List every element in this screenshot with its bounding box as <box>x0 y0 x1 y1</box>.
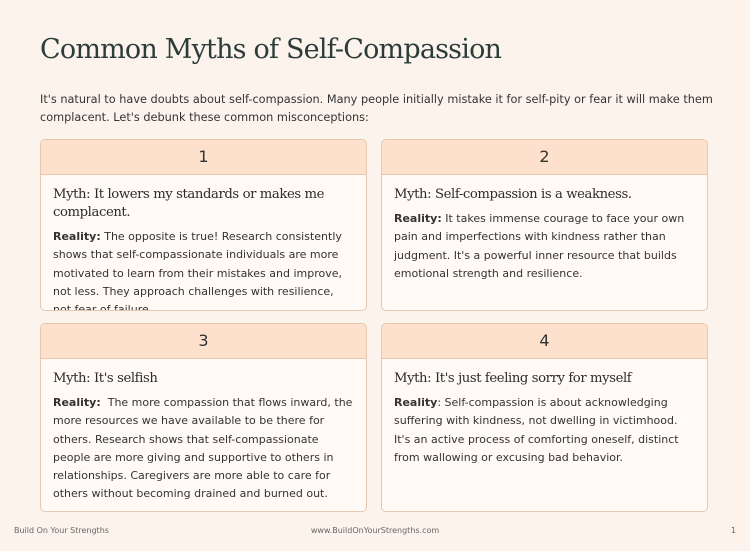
card-number: 2 <box>382 140 707 175</box>
myth-card: 2 Myth: Self-compassion is a weakness. Rea… <box>381 139 708 311</box>
intro: It's natural to have doubts about self-c… <box>40 93 713 124</box>
reality-body: It takes immense courage to face your ow… <box>394 212 688 280</box>
myth-card: 3 Myth: It's selfish Reality: The more com… <box>40 323 367 512</box>
myth-heading: Myth: It's just feeling sorry for myself <box>394 371 632 386</box>
reality-label: Reality: <box>53 396 101 409</box>
myth-heading: Myth: It's selfish <box>53 371 158 386</box>
reality-body: The opposite is true! Research consisten… <box>53 230 346 311</box>
card-number: 1 <box>41 140 366 175</box>
myth-card: 1 Myth: It lowers my standards or makes m… <box>40 139 367 311</box>
card-number: 4 <box>382 324 707 359</box>
title: Common Myths of Self-Compassion <box>40 34 502 65</box>
reality-text: Reality: It takes immense courage to fac… <box>394 210 695 283</box>
reality-text: Reality: Self-compassion is about acknow… <box>394 394 695 467</box>
myth-card: 4 Myth: It's just feeling sorry for mysel… <box>381 323 708 512</box>
reality-label: Reality: <box>53 230 101 243</box>
reality-body: The more compassion that flows inward, t… <box>53 396 356 501</box>
reality-text: Reality: The more compassion that flows … <box>53 394 354 504</box>
footer-center: www.BuildOnYourStrengths.com <box>310 526 440 535</box>
card-number: 3 <box>41 324 366 359</box>
reality-label: Reality <box>394 396 438 409</box>
footer-right: 1 <box>730 526 736 535</box>
reality-body: : Self-compassion is about acknowledging… <box>394 396 683 464</box>
myth-heading: Myth: It lowers my standards or makes me… <box>53 187 325 220</box>
myth-heading: Myth: Self-compassion is a weakness. <box>394 187 632 202</box>
reality-label: Reality: <box>394 212 442 225</box>
footer-left: Build On Your Strengths <box>14 526 109 535</box>
reality-text: Reality: The opposite is true! Research … <box>53 228 354 311</box>
